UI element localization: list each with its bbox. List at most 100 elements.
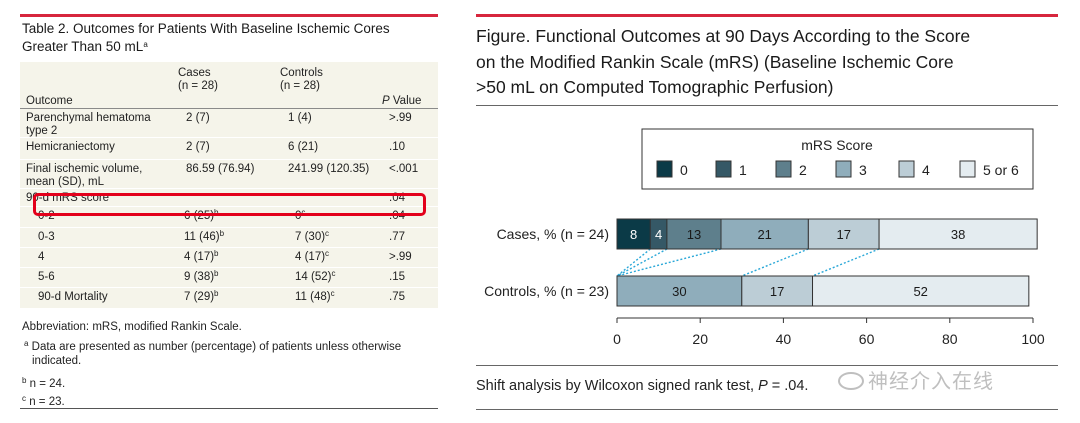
row-p-value: .77 (389, 231, 405, 243)
figure-caption: Shift analysis by Wilcoxon signed rank t… (476, 378, 809, 394)
legend-label: 5 or 6 (983, 162, 1019, 178)
row-controls: 4 (17)c (295, 249, 330, 264)
row-controls: 14 (52)c (295, 269, 336, 284)
bar-segment (616, 218, 651, 250)
header-outcome: Outcome (26, 95, 73, 107)
bar-segment (812, 275, 1030, 307)
figure-title-rule (476, 105, 1058, 106)
footnote-a: a Data are presented as number (percenta… (24, 339, 402, 368)
row-cases: 86.59 (76.94) (186, 163, 255, 175)
legend-label: 1 (739, 162, 747, 178)
table-row: 90-d Mortality 7 (29)b 11 (48)c .75 (20, 288, 438, 308)
table-title: Table 2. Outcomes for Patients With Base… (22, 21, 390, 54)
row-outcome: 90-d Mortality (38, 291, 108, 303)
row-cases: 2 (7) (186, 112, 210, 124)
data-label: 13 (687, 227, 701, 242)
wechat-icon (838, 372, 864, 390)
row-p-value: .15 (389, 271, 405, 283)
data-label: 30 (672, 284, 686, 299)
legend-swatch (898, 160, 915, 178)
category-label: Controls, % (n = 23) (484, 283, 609, 299)
row-divider (20, 159, 438, 160)
row-divider (20, 206, 438, 207)
row-controls: 6 (21) (288, 141, 319, 153)
connector-line (741, 248, 809, 277)
bar-segment (878, 218, 1038, 250)
legend-label: 0 (680, 162, 688, 178)
row-p-value: <.001 (389, 163, 419, 175)
row-outcome: Final ischemic volume, mean (SD), mL (26, 163, 143, 188)
table-row: Final ischemic volume, mean (SD), mL 86.5… (20, 160, 438, 189)
row-cases: 4 (17)b (184, 249, 219, 264)
highlight-box (33, 193, 426, 216)
legend-swatch (715, 160, 732, 178)
table-panel: Table 2. Outcomes for Patients With Base… (20, 14, 438, 412)
footnote-b: b n = 24. (22, 376, 66, 391)
caption-bottom-rule (476, 409, 1058, 410)
row-p-value: .75 (389, 291, 405, 303)
connector-line (616, 248, 668, 277)
table-row: 4 4 (17)b 4 (17)c >.99 (20, 248, 438, 268)
row-outcome: 5-6 (38, 271, 55, 283)
row-cases: 2 (7) (186, 141, 210, 153)
row-outcome: 0-3 (38, 231, 55, 243)
figure-panel: Figure. Functional Outcomes at 90 Days A… (476, 14, 1058, 414)
row-cases: 11 (46)b (184, 229, 225, 244)
row-p-value: .10 (389, 141, 405, 153)
table-row: Hemicraniectomy 2 (7) 6 (21) .10 (20, 138, 438, 160)
x-tick-label: 80 (942, 331, 958, 347)
connector-line (812, 248, 880, 277)
table-top-rule (20, 14, 438, 17)
connector-line (616, 248, 651, 277)
row-controls: 1 (4) (288, 112, 312, 124)
row-outcome: 4 (38, 251, 45, 263)
row-controls: 7 (30)c (295, 229, 330, 244)
table-row: 0-3 11 (46)b 7 (30)c .77 (20, 228, 438, 248)
row-divider (20, 137, 438, 138)
legend-box (641, 128, 1034, 190)
data-label: 52 (913, 284, 927, 299)
footnote-c: c n = 23. (22, 394, 65, 409)
table-bottom-rule (20, 408, 438, 409)
header-rule (20, 108, 438, 109)
abbreviation-note: Abbreviation: mRS, modified Rankin Scale… (22, 321, 242, 333)
row-outcome: Parenchymal hematoma type 2 (26, 112, 151, 137)
legend-label: 2 (799, 162, 807, 178)
row-controls: 11 (48)c (295, 289, 335, 304)
watermark: 神经介入在线 (838, 365, 994, 394)
x-tick-label: 20 (692, 331, 708, 347)
legend-swatch (775, 160, 792, 178)
row-divider (20, 227, 438, 228)
caption-top-rule (476, 365, 1058, 366)
legend-swatch (835, 160, 852, 178)
row-p-value: >.99 (389, 251, 412, 263)
data-label: 8 (630, 227, 637, 242)
connector-line (616, 248, 722, 277)
row-divider (20, 247, 438, 248)
table-row: 5-6 9 (38)b 14 (52)c .15 (20, 268, 438, 288)
legend-title: mRS Score (801, 137, 873, 153)
data-label: 38 (951, 227, 965, 242)
row-cases: 7 (29)b (184, 289, 219, 304)
x-tick-label: 40 (776, 331, 792, 347)
header-p-value: P Value (382, 95, 422, 107)
header-cases: Cases (n = 28) (178, 67, 218, 92)
legend-swatch (959, 160, 976, 178)
row-divider (20, 267, 438, 268)
category-label: Cases, % (n = 24) (497, 226, 609, 242)
bar-segment (666, 218, 722, 250)
stacked-bar-chart: mRS Score 0 1 2 3 4 5 or 6 0 20 40 60 80 100 Cases, %… (484, 128, 1045, 347)
row-p-value: >.99 (389, 112, 412, 124)
legend-swatch (656, 160, 673, 178)
row-divider (20, 188, 438, 189)
header-controls: Controls (n = 28) (280, 67, 323, 92)
data-label: 17 (770, 284, 784, 299)
data-label: 17 (836, 227, 850, 242)
data-label: 21 (757, 227, 771, 242)
row-controls: 0c (295, 208, 306, 223)
x-tick-label: 0 (613, 331, 621, 347)
x-tick-label: 100 (1021, 331, 1045, 347)
x-tick-label: 60 (859, 331, 875, 347)
legend-label: 4 (922, 162, 930, 178)
legend-label: 3 (859, 162, 867, 178)
